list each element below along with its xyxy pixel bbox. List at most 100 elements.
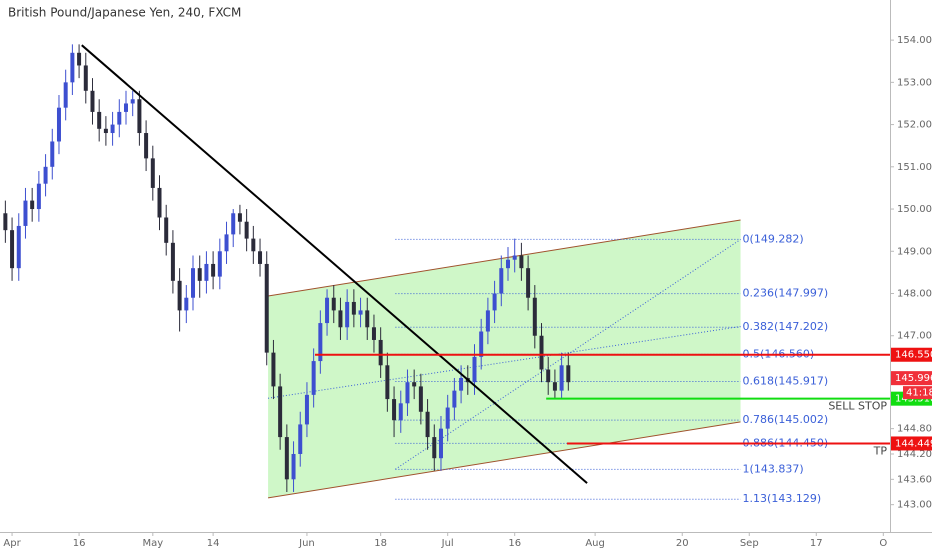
candle-body (110, 124, 115, 134)
candle-body (505, 259, 510, 269)
x-tick-label: Apr (3, 538, 21, 549)
candle-body (103, 128, 108, 134)
candle-body (526, 268, 531, 298)
candle-body (338, 310, 343, 328)
candle-body (459, 377, 464, 391)
candle-body (123, 103, 128, 112)
candle-body (258, 251, 263, 264)
candle-body (164, 217, 169, 243)
candle-body (83, 65, 88, 91)
candle-body (10, 230, 15, 269)
candle-body (432, 437, 437, 459)
x-tick-label: Jun (298, 538, 315, 549)
candle-body (445, 407, 450, 429)
x-tick-label: May (142, 538, 163, 549)
candle-body (485, 310, 490, 332)
candle-body (365, 310, 370, 328)
candle-body (371, 327, 376, 340)
candle-body (184, 297, 189, 311)
candle-body (271, 352, 276, 387)
y-tick-label: 144.200 (897, 449, 932, 460)
candle-body (351, 301, 356, 315)
candle-body (77, 52, 82, 66)
x-tick-label: 18 (374, 538, 387, 549)
x-tick-label: Aug (585, 538, 605, 549)
y-tick-label: 153.000 (897, 77, 932, 88)
candle-body (532, 297, 537, 336)
candle-body (492, 293, 497, 311)
x-tick-label: 14 (207, 538, 220, 549)
candle-body (50, 141, 55, 167)
level-box-label: 144.449 (895, 438, 932, 449)
candle-body (345, 301, 350, 328)
candle-body (157, 187, 162, 218)
x-tick-label: 20 (676, 538, 689, 549)
y-tick-label: 154.000 (897, 35, 932, 46)
candle-body (452, 390, 457, 408)
y-tick-label: 151.000 (897, 162, 932, 173)
fib-label: 0.786(145.002) (743, 413, 829, 426)
candle-body (304, 394, 309, 425)
candle-body (566, 365, 571, 383)
candle-body (70, 52, 75, 83)
y-tick-label: 143.000 (897, 500, 932, 511)
candle-body (231, 213, 236, 235)
candle-body (244, 221, 249, 239)
candle-body (291, 453, 296, 480)
candle-body (378, 339, 383, 366)
candle-body (197, 268, 202, 281)
candle-body (412, 382, 417, 387)
candle-body (385, 365, 390, 400)
y-tick-label: 149.000 (897, 246, 932, 257)
candle-body (398, 403, 403, 421)
candle-body (392, 399, 397, 421)
candle-body (425, 411, 430, 438)
candle-body (318, 323, 323, 362)
trend-line (81, 44, 588, 484)
candle-body (472, 356, 477, 383)
candle-body (546, 369, 551, 383)
fib-label: 0.618(145.917) (743, 374, 829, 387)
candle-body (224, 234, 229, 252)
candle-body (552, 382, 557, 391)
countdown-box (903, 386, 932, 400)
candle-body (211, 263, 216, 277)
x-tick-label: Jul (441, 538, 454, 549)
candle-body (418, 386, 423, 412)
candle-body (97, 111, 102, 129)
level-box (891, 436, 932, 451)
x-tick-label: O (879, 538, 887, 549)
channel-edge (267, 219, 741, 297)
candle-body (177, 280, 182, 311)
candle-body (23, 200, 28, 226)
chart-title: British Pound/Japanese Yen, 240, FXCM (8, 6, 241, 20)
y-tick-label: 144.800 (897, 424, 932, 435)
candle-body (358, 310, 363, 315)
level-text: TP (873, 444, 888, 457)
candle-body (499, 268, 504, 294)
channel-fill (268, 220, 741, 498)
candle-body (539, 335, 544, 370)
candle-body (137, 99, 142, 134)
level-text: SELL STOP (828, 400, 887, 413)
last-price-label: 145.996 (895, 373, 932, 384)
level-box-label: 146.550 (895, 350, 932, 361)
candle-body (264, 263, 269, 353)
candle-body (117, 111, 122, 125)
level-box-label: 145.510 (895, 394, 932, 405)
countdown-label: 41:18 (906, 388, 932, 399)
x-tick-label: 17 (810, 538, 823, 549)
candle-body (3, 213, 8, 231)
x-tick-label: 16 (73, 538, 86, 549)
candle-body (284, 437, 289, 480)
candle-body (30, 200, 35, 210)
candle-body (191, 268, 196, 298)
candle-body (43, 166, 48, 184)
candle-body (405, 382, 410, 404)
fib-label: 0.382(147.202) (743, 320, 829, 333)
candle-body (311, 361, 316, 395)
candle-body (237, 213, 242, 222)
candle-body (130, 99, 135, 104)
candle-body (36, 183, 41, 210)
